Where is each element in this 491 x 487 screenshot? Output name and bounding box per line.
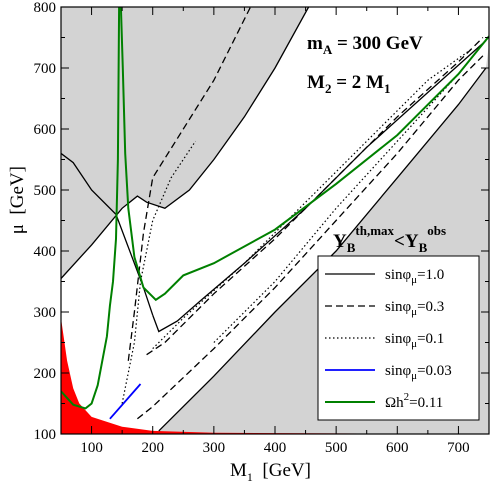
annotation-m2: M2 = 2 M1	[307, 72, 390, 96]
y-tick-label: 100	[34, 427, 57, 443]
y-tick-label: 300	[34, 305, 57, 321]
series-sin10-line-3	[61, 152, 154, 316]
x-axis-ticks: 100 200 300 400 500 600 700	[60, 7, 490, 456]
legend: sinφμ=1.0 sinφμ=0.3 sinφμ=0.1 sinφμ=0.03 Ωh2…	[317, 255, 480, 421]
x-tick-label: 600	[386, 440, 409, 456]
y-tick-label: 800	[34, 0, 57, 16]
x-tick-label: 100	[80, 440, 103, 456]
series-sin03-line-0	[136, 55, 484, 420]
legend-label-sin01: sinφμ=0.1	[385, 331, 444, 350]
series-sin10-line-0	[158, 67, 487, 432]
legend-label-sin003: sinφμ=0.03	[385, 363, 452, 382]
y-tick-label: 600	[34, 122, 57, 138]
y-tick-label: 700	[34, 61, 57, 77]
lep-excluded-region	[61, 318, 489, 434]
series-sin01-line-1	[152, 49, 472, 350]
x-tick-label: 300	[203, 440, 226, 456]
y-tick-label: 200	[34, 366, 57, 382]
x-tick-label: 400	[264, 440, 287, 456]
series-layer	[61, 7, 489, 432]
annotation-yb: YBth,max<YBobs	[333, 223, 446, 255]
series-relic-line-1	[119, 7, 489, 302]
x-tick-label: 500	[325, 440, 348, 456]
legend-label-sin10: sinφμ=1.0	[385, 267, 444, 286]
series-sin03-line-1	[127, 7, 252, 361]
annotation-ma: mA = 300 GeV	[307, 33, 423, 57]
series-sin03-line-2	[146, 37, 484, 356]
legend-label-relic: Ωh2=0.11	[385, 391, 443, 411]
x-tick-label: 700	[447, 440, 470, 456]
series-relic-line-0	[61, 7, 121, 410]
series-sin10-line-1	[61, 7, 310, 279]
legend-label-sin03: sinφμ=0.3	[385, 299, 444, 318]
series-sin003-line-0	[109, 383, 142, 420]
legend-box	[317, 255, 480, 421]
y-tick-label: 400	[34, 244, 57, 260]
y-tick-label: 500	[34, 183, 57, 199]
allowed-region	[61, 7, 489, 431]
x-tick-label: 200	[141, 440, 164, 456]
y-axis-title: μ [GeV]	[7, 152, 28, 258]
x-axis-title: M1 [GeV]	[230, 460, 311, 484]
legend-entries: sinφμ=1.0 sinφμ=0.3 sinφμ=0.1 sinφμ=0.03 Ωh2…	[325, 267, 452, 411]
y-axis-ticks: 100 200 300 400 500 600 700 800	[34, 0, 489, 443]
